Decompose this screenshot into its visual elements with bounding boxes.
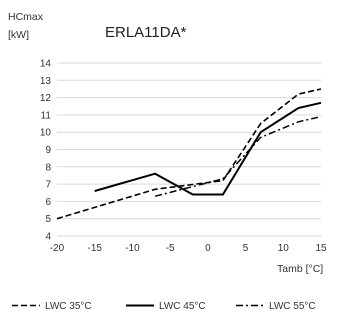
- x-tick-labels: -20 -15 -10 -5 0 5 10 15: [50, 243, 327, 254]
- y-tick-label: 7: [45, 180, 51, 191]
- chart-title: ERLA11DA*: [105, 24, 187, 41]
- series-line-1: [56, 88, 322, 220]
- x-tick-label: -10: [125, 243, 140, 254]
- gridlines: [57, 62, 321, 237]
- legend-label-3: LWC 55°C: [269, 301, 316, 312]
- y-tick-label: 11: [41, 110, 52, 121]
- y-tick-label: 4: [45, 232, 51, 243]
- y-axis-label-line2: [kW]: [8, 29, 29, 41]
- x-tick-label: -15: [87, 243, 102, 254]
- x-tick-label: 5: [243, 243, 249, 254]
- x-tick-label: 10: [278, 243, 290, 254]
- series-line-3: [154, 115, 322, 197]
- x-axis-label: Tamb [°C]: [277, 263, 323, 275]
- y-tick-label: 13: [40, 76, 52, 87]
- y-tick-label: 12: [40, 93, 52, 104]
- legend-label-2: LWC 45°C: [159, 301, 206, 312]
- y-tick-label: 5: [45, 214, 51, 225]
- y-tick-labels: 4 5 6 7 8 9 10 11 12 13 14: [40, 59, 52, 243]
- series-line-2: [94, 101, 322, 196]
- y-tick-label: 8: [45, 162, 51, 173]
- x-tick-label: -5: [166, 243, 175, 254]
- series-lines: [56, 88, 322, 220]
- y-tick-label: 9: [45, 145, 51, 156]
- y-axis-label-line1: HCmax: [8, 11, 44, 23]
- x-tick-label: 0: [205, 243, 211, 254]
- legend-label-1: LWC 35°C: [45, 301, 92, 312]
- x-tick-label: -20: [50, 243, 65, 254]
- x-tick-label: 15: [315, 243, 327, 254]
- y-tick-label: 14: [40, 59, 52, 70]
- y-tick-label: 6: [45, 197, 51, 208]
- y-tick-label: 10: [40, 128, 52, 139]
- legend: LWC 35°C LWC 45°C LWC 55°C: [12, 301, 316, 312]
